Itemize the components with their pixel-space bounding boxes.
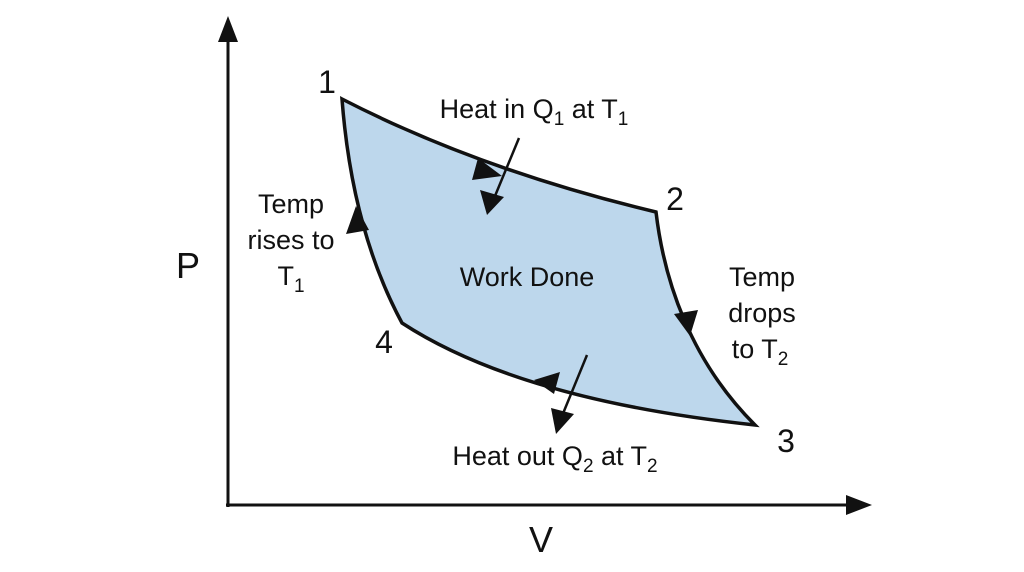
heat-in-label: Heat in Q1 at T1 <box>440 94 629 130</box>
work-done-label: Work Done <box>460 262 595 292</box>
svg-text:Temp: Temp <box>729 262 795 292</box>
temp-rises-label: Temp rises to T1 <box>247 189 334 297</box>
svg-text:Temp: Temp <box>258 189 324 219</box>
x-axis-arrow-icon <box>846 495 872 515</box>
arrow-2-to-3-icon <box>674 310 698 336</box>
arrow-3-to-4-icon <box>534 372 560 394</box>
point-1-label: 1 <box>318 64 336 100</box>
heat-in-arrowhead-icon <box>480 190 504 215</box>
heat-out-arrow <box>560 354 589 417</box>
point-2-label: 2 <box>666 181 684 217</box>
svg-text:rises to: rises to <box>247 225 334 255</box>
heat-in-arrow <box>493 137 521 197</box>
y-axis-label: P <box>176 245 200 286</box>
heat-out-arrowhead-icon <box>551 408 574 434</box>
point-4-label: 4 <box>375 324 393 360</box>
y-axis-arrow-icon <box>218 16 238 42</box>
svg-text:to T2: to T2 <box>732 334 789 370</box>
svg-text:drops: drops <box>728 298 796 328</box>
arrow-4-to-1-icon <box>346 206 369 234</box>
heat-out-label: Heat out Q2 at T2 <box>452 441 657 477</box>
x-axis-label: V <box>529 519 553 560</box>
arrow-1-to-2-icon <box>472 158 502 180</box>
work-done-region <box>340 96 760 428</box>
point-3-label: 3 <box>777 423 795 459</box>
temp-drops-label: Temp drops to T2 <box>728 262 796 370</box>
svg-text:T1: T1 <box>277 261 304 297</box>
